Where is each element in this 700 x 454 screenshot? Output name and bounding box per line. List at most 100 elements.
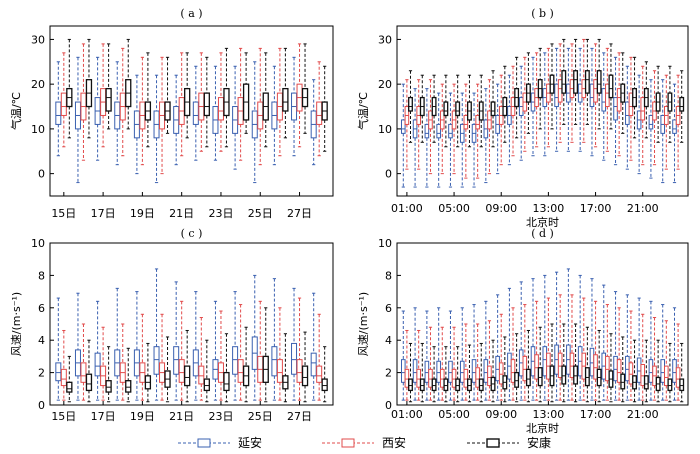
box-body bbox=[534, 354, 539, 380]
box-body bbox=[561, 365, 567, 385]
box-c-0-3 bbox=[114, 287, 121, 401]
box-body bbox=[271, 346, 278, 377]
box-d-0-23 bbox=[672, 307, 677, 401]
box-d-2-17 bbox=[608, 333, 614, 403]
box-a-1-6 bbox=[178, 52, 185, 157]
box-b-2-21 bbox=[655, 65, 661, 143]
box-d-0-19 bbox=[625, 294, 630, 401]
box-body bbox=[498, 362, 504, 385]
box-b-1-9 bbox=[510, 65, 516, 157]
box-body bbox=[483, 359, 489, 383]
box-body bbox=[276, 359, 283, 383]
box-d-2-13 bbox=[561, 323, 567, 403]
box-d-1-15 bbox=[581, 297, 587, 401]
box-body bbox=[589, 347, 595, 377]
y-tick-label-d-5: 10 bbox=[378, 237, 392, 250]
box-body bbox=[436, 123, 441, 139]
x-tick-label-b-1: 05:00 bbox=[438, 202, 470, 215]
box-d-0-16 bbox=[589, 278, 595, 401]
box-body bbox=[424, 123, 430, 139]
box-d-1-8 bbox=[498, 313, 504, 401]
box-a-0-8 bbox=[212, 65, 219, 161]
box-b-0-11 bbox=[530, 56, 536, 157]
box-c-1-0 bbox=[60, 329, 67, 401]
legend-label-2: 安康 bbox=[527, 435, 551, 450]
y-tick-label-a-1: 10 bbox=[31, 123, 45, 136]
box-b-0-12 bbox=[542, 52, 548, 157]
box-body bbox=[643, 375, 649, 390]
box-b-2-15 bbox=[584, 38, 590, 125]
box-body bbox=[316, 365, 323, 383]
box-a-1-2 bbox=[100, 43, 107, 148]
box-b-1-1 bbox=[416, 79, 421, 170]
box-d-1-12 bbox=[546, 297, 551, 401]
box-body bbox=[448, 360, 453, 383]
box-a-1-8 bbox=[217, 52, 224, 152]
x-tick-label-a-0: 15日 bbox=[51, 207, 76, 220]
box-b-0-1 bbox=[412, 88, 418, 188]
series-a-0 bbox=[55, 56, 317, 184]
box-body bbox=[628, 362, 634, 385]
x-tick-label-c-4: 23日 bbox=[208, 410, 233, 423]
box-body bbox=[514, 371, 520, 388]
x-tick-label-a-4: 23日 bbox=[208, 207, 233, 220]
box-b-2-17 bbox=[608, 43, 614, 130]
box-b-2-3 bbox=[443, 74, 449, 148]
box-a-2-9 bbox=[242, 52, 250, 134]
box-c-2-8 bbox=[223, 333, 230, 403]
box-c-1-13 bbox=[316, 313, 323, 401]
box-d-0-20 bbox=[636, 297, 642, 401]
y-axis-label-d: 风速/(m·s⁻¹) bbox=[357, 292, 370, 356]
box-c-0-13 bbox=[310, 292, 317, 401]
box-body bbox=[451, 368, 457, 388]
legend-box bbox=[197, 438, 211, 448]
box-d-0-4 bbox=[448, 310, 453, 401]
panel-title-a: ( a ) bbox=[180, 7, 202, 20]
box-d-1-21 bbox=[652, 317, 657, 401]
box-c-2-0 bbox=[66, 355, 73, 403]
box-body bbox=[596, 70, 602, 94]
box-body bbox=[471, 359, 477, 383]
box-a-1-11 bbox=[276, 47, 283, 157]
box-body bbox=[463, 368, 469, 388]
y-axis-label-b: 气温/℃ bbox=[356, 92, 370, 130]
box-d-2-22 bbox=[667, 342, 673, 403]
x-tick-label-d-0: 01:00 bbox=[391, 408, 423, 421]
box-b-1-2 bbox=[428, 79, 433, 175]
y-tick-label-d-1: 2 bbox=[385, 367, 392, 380]
box-body bbox=[448, 123, 453, 139]
box-b-2-4 bbox=[455, 74, 461, 148]
box-b-1-0 bbox=[404, 79, 410, 170]
box-body bbox=[223, 371, 230, 392]
box-b-2-8 bbox=[502, 65, 508, 143]
box-body bbox=[542, 346, 548, 377]
box-body bbox=[675, 367, 681, 388]
box-d-0-7 bbox=[483, 300, 489, 401]
box-d-2-1 bbox=[419, 342, 425, 403]
box-d-2-21 bbox=[655, 339, 661, 403]
series-b-2 bbox=[408, 38, 685, 148]
x-tick-label-d-4: 17:00 bbox=[580, 408, 612, 421]
box-body bbox=[316, 101, 323, 125]
box-d-1-20 bbox=[640, 313, 646, 401]
box-d-0-18 bbox=[613, 291, 618, 401]
box-b-1-10 bbox=[522, 56, 528, 152]
box-c-1-11 bbox=[276, 307, 283, 401]
series-c-2 bbox=[66, 307, 328, 403]
box-body bbox=[525, 368, 531, 387]
box-c-1-8 bbox=[217, 310, 224, 401]
box-body bbox=[428, 368, 433, 388]
box-body bbox=[475, 367, 480, 388]
x-tick-label-c-0: 15日 bbox=[51, 410, 76, 423]
box-a-1-9 bbox=[237, 47, 244, 161]
box-b-0-9 bbox=[507, 74, 512, 166]
box-b-0-10 bbox=[518, 65, 524, 161]
x-tick-label-b-5: 21:00 bbox=[627, 202, 659, 215]
box-d-0-6 bbox=[471, 304, 477, 401]
box-body bbox=[237, 359, 244, 383]
box-b-0-7 bbox=[483, 88, 489, 184]
box-d-1-1 bbox=[416, 329, 421, 401]
box-c-2-2 bbox=[105, 346, 112, 403]
box-c-0-5 bbox=[153, 268, 160, 401]
box-b-2-1 bbox=[419, 74, 425, 143]
